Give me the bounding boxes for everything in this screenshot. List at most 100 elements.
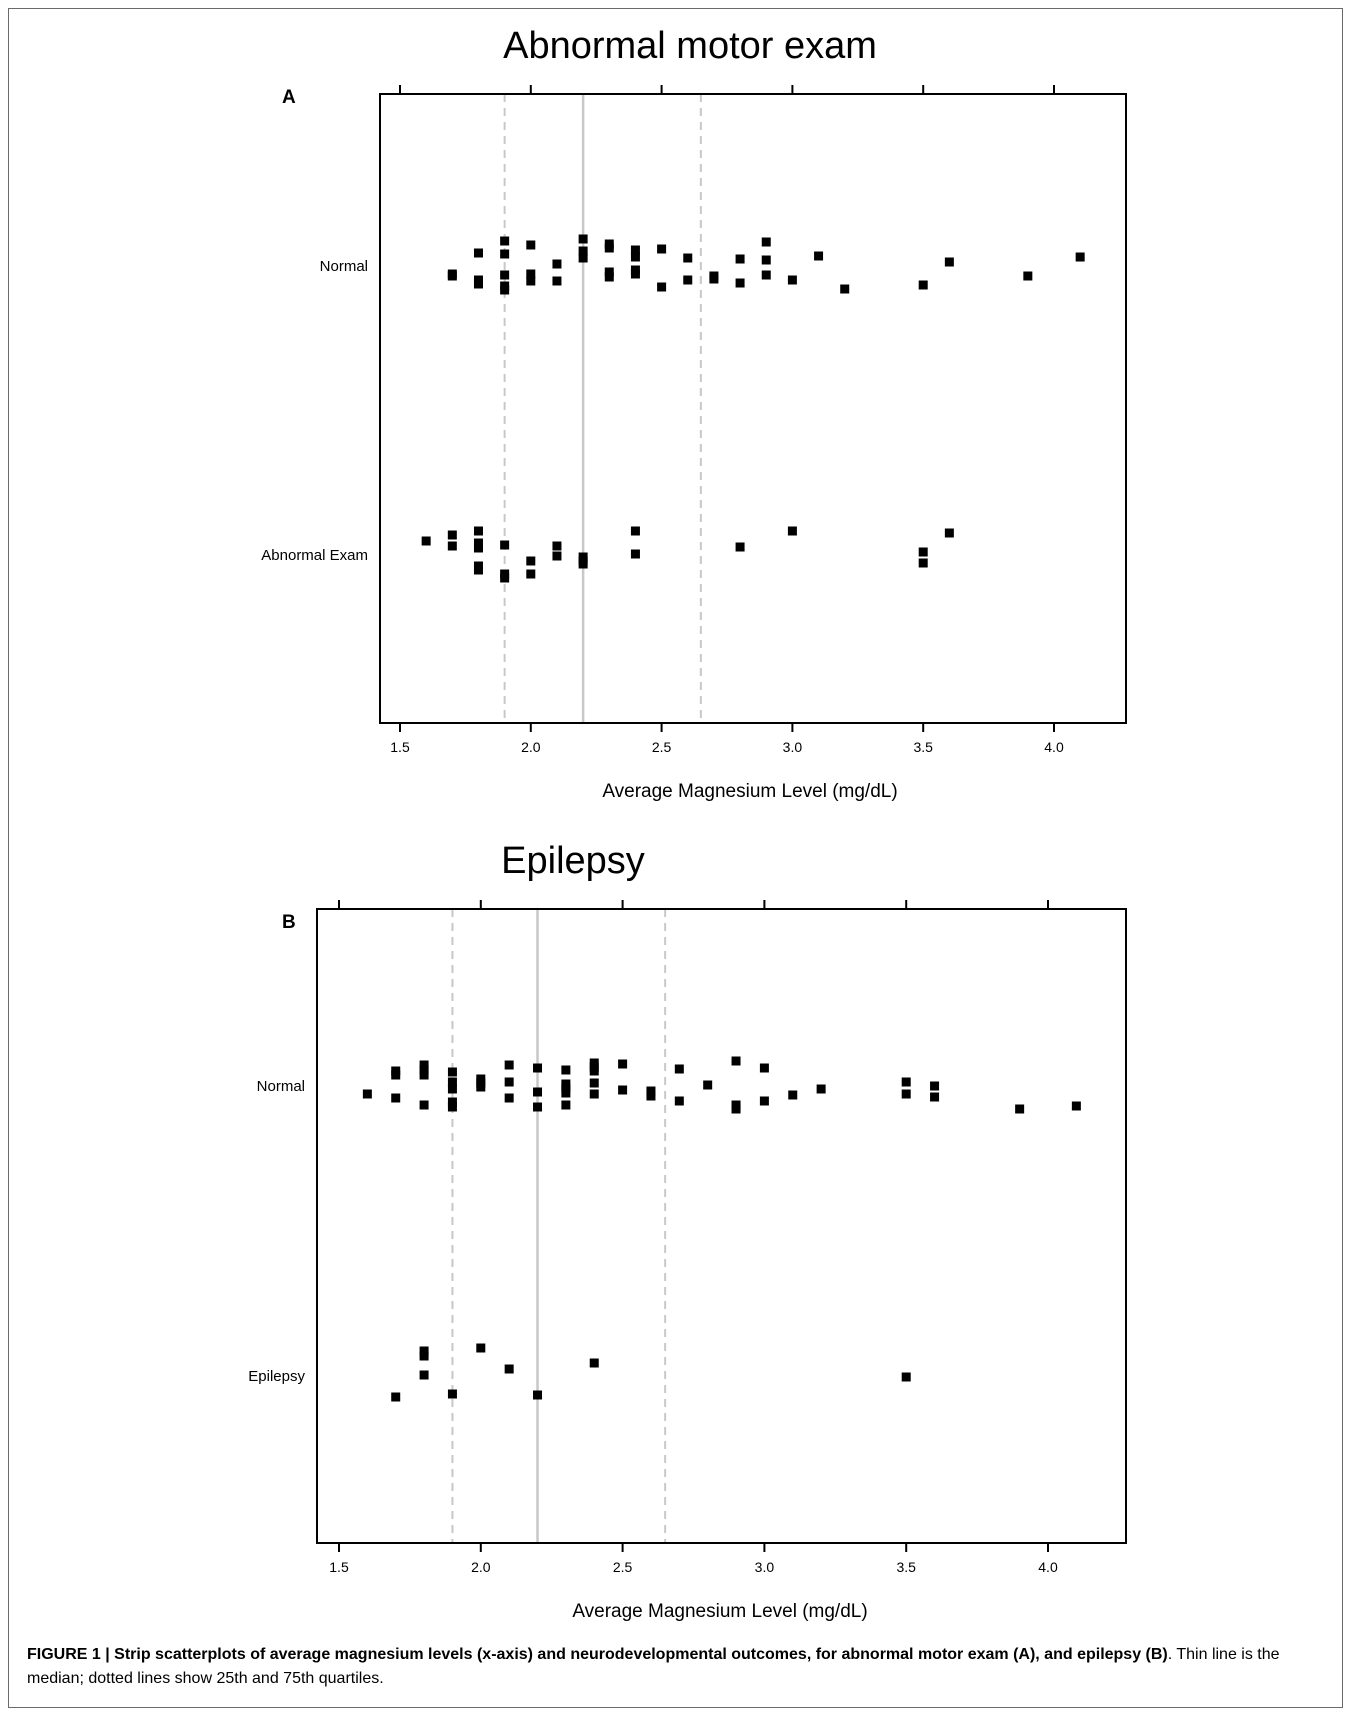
chart-b-point: [419, 1346, 429, 1356]
chart-a-point: [447, 530, 457, 540]
chart-b-point: [589, 1358, 599, 1368]
chart-b-point: [419, 1070, 429, 1080]
chart-b-point: [447, 1097, 457, 1107]
chart-b-tick-label: 2.0: [471, 1559, 491, 1575]
chart-a-point: [604, 243, 614, 253]
chart-a-point: [683, 253, 693, 263]
chart-a-point: [526, 276, 536, 286]
chart-b-tick-label: 2.5: [613, 1559, 633, 1575]
chart-a-point: [735, 278, 745, 288]
chart-b-point: [901, 1089, 911, 1099]
chart-b-point: [533, 1390, 543, 1400]
chart-a-point: [787, 526, 797, 536]
chart-b-point: [504, 1077, 514, 1087]
chart-a-point: [473, 538, 483, 548]
chart-a-panel-letter: A: [282, 87, 296, 108]
chart-b-point: [447, 1077, 457, 1087]
chart-b-point: [419, 1065, 429, 1075]
chart-a-point: [657, 282, 667, 292]
chart-a-title: Abnormal motor exam: [503, 25, 877, 67]
figure-frame: [8, 8, 1343, 1708]
chart-a-tick-label: 2.0: [521, 739, 541, 755]
chart-b-point: [589, 1089, 599, 1099]
chart-b-point: [391, 1070, 401, 1080]
chart-a-point: [657, 244, 667, 254]
chart-b-tick-label: 3.0: [755, 1559, 775, 1575]
chart-b-point: [1015, 1104, 1025, 1114]
chart-b-point: [447, 1389, 457, 1399]
chart-a-point: [578, 559, 588, 569]
chart-a-point: [787, 275, 797, 285]
chart-b-plot: 1.5 2.0 2.5 3.0 3.5 4.0 Normal Epilepsy: [248, 900, 1127, 1575]
chart-b-tick-label: 4.0: [1038, 1559, 1058, 1575]
chart-b-point: [759, 1063, 769, 1073]
chart-a-category-label: Abnormal Exam: [261, 547, 368, 564]
chart-a-point: [500, 540, 510, 550]
chart-a-point: [473, 526, 483, 536]
chart-b-point: [447, 1067, 457, 1077]
chart-a-point: [578, 234, 588, 244]
chart-b-point: [504, 1093, 514, 1103]
chart-a-point: [840, 284, 850, 294]
chart-b-point: [646, 1091, 656, 1101]
chart-a-point: [500, 270, 510, 280]
chart-b-category-label: Normal: [257, 1078, 305, 1095]
chart-a-point: [578, 246, 588, 256]
chart-a-point: [630, 526, 640, 536]
chart-a-point: [918, 547, 928, 557]
chart-b-point: [391, 1392, 401, 1402]
chart-a-point: [526, 569, 536, 579]
chart-b-panel-letter: B: [282, 912, 296, 933]
chart-a-point: [500, 249, 510, 259]
chart-a-point: [735, 542, 745, 552]
chart-a-plot: 1.5 2.0 2.5 3.0 3.5 4.0 Normal Abnormal Exam: [261, 85, 1127, 755]
chart-a-point: [421, 536, 431, 546]
chart-a-point: [944, 528, 954, 538]
chart-a-point: [814, 251, 824, 261]
chart-a-tick-label: 3.0: [783, 739, 803, 755]
chart-a-point: [473, 279, 483, 289]
chart-b-point: [419, 1370, 429, 1380]
chart-a-point: [709, 274, 719, 284]
chart-b-point: [589, 1078, 599, 1088]
chart-a-point: [761, 237, 771, 247]
chart-b-point: [901, 1372, 911, 1382]
chart-a-category-label: Normal: [320, 258, 368, 275]
chart-b-point: [759, 1096, 769, 1106]
chart-a-point: [604, 267, 614, 277]
caption-bold: FIGURE 1 | Strip scatterplots of average…: [27, 1646, 1168, 1663]
chart-b-point: [674, 1096, 684, 1106]
chart-b-point: [618, 1059, 628, 1069]
chart-a-point: [473, 565, 483, 575]
chart-a-point: [630, 252, 640, 262]
chart-a-point: [1075, 252, 1085, 262]
chart-b-point: [533, 1087, 543, 1097]
chart-a-point: [604, 272, 614, 282]
chart-b-tick-label: 1.5: [329, 1559, 349, 1575]
chart-b-point: [391, 1093, 401, 1103]
chart-a-point: [630, 269, 640, 279]
chart-b-point: [419, 1100, 429, 1110]
chart-b-point: [561, 1100, 571, 1110]
chart-a-point: [918, 558, 928, 568]
caption-rest: . Thin line is the median; dotted lines …: [27, 1646, 1280, 1687]
chart-b-point: [930, 1081, 940, 1091]
chart-b-point: [703, 1080, 713, 1090]
chart-a-point: [500, 285, 510, 295]
chart-b-point: [419, 1351, 429, 1361]
chart-a-point: [683, 275, 693, 285]
chart-b-point: [504, 1364, 514, 1374]
chart-b-point: [533, 1063, 543, 1073]
chart-a-point: [1023, 271, 1033, 281]
chart-b-point: [618, 1085, 628, 1095]
chart-a-xlabel: Average Magnesium Level (mg/dL): [602, 781, 897, 802]
chart-a-tick-label: 1.5: [390, 739, 410, 755]
chart-a-point: [761, 255, 771, 265]
chart-a-point: [526, 240, 536, 250]
chart-b-point: [447, 1102, 457, 1112]
chart-b-point: [504, 1060, 514, 1070]
chart-b-tick-label: 3.5: [896, 1559, 916, 1575]
chart-a-point: [447, 271, 457, 281]
figure-caption: FIGURE 1 | Strip scatterplots of average…: [27, 1643, 1327, 1691]
chart-a-point: [630, 549, 640, 559]
